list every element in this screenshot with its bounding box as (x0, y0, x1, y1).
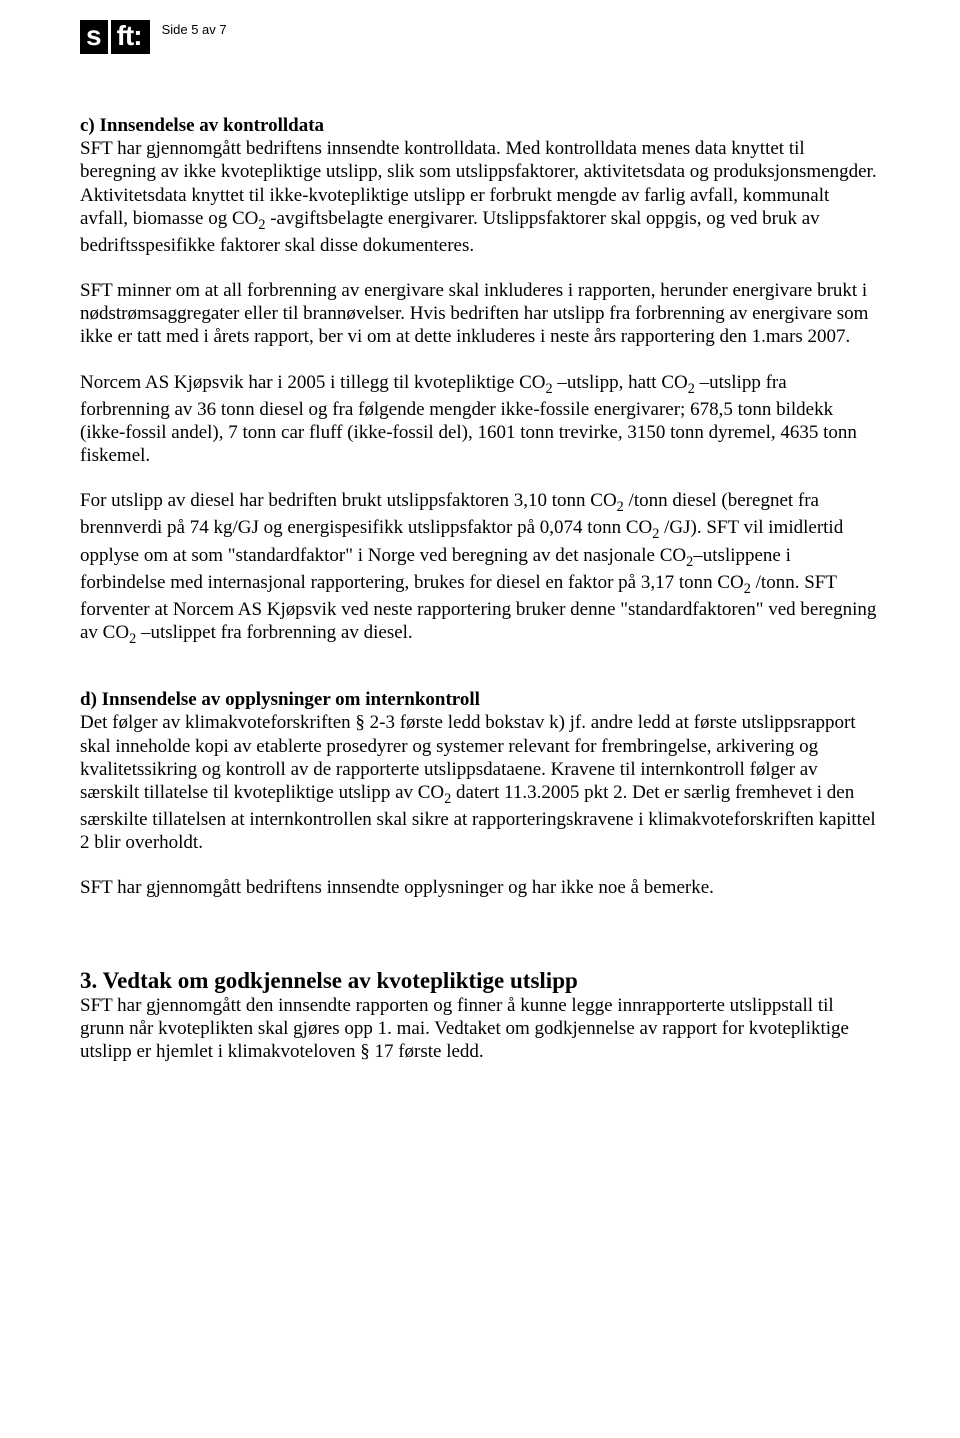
section-c-title: c) Innsendelse av kontrolldata (80, 115, 324, 136)
section-c: c) Innsendelse av kontrolldata SFT har g… (80, 114, 880, 648)
page-number: Side 5 av 7 (162, 22, 227, 37)
section-c-paragraph-1: c) Innsendelse av kontrolldata SFT har g… (80, 114, 880, 257)
logo-letter-s: s (80, 20, 108, 54)
page-header: s ft: Side 5 av 7 (80, 20, 880, 54)
section-c-paragraph-3: Norcem AS Kjøpsvik har i 2005 i tillegg … (80, 371, 880, 468)
section-d-paragraph-1: d) Innsendelse av opplysninger om intern… (80, 688, 880, 854)
logo-letters-ft: ft: (111, 20, 150, 54)
section-3-paragraph-1: SFT har gjennomgått den innsendte rappor… (80, 994, 880, 1064)
sft-logo: s ft: (80, 20, 150, 54)
section-d-title: d) Innsendelse av opplysninger om intern… (80, 689, 480, 710)
section-d: d) Innsendelse av opplysninger om intern… (80, 688, 880, 899)
section-3: 3. Vedtak om godkjennelse av kvoteplikti… (80, 968, 880, 1064)
section-c-paragraph-2: SFT minner om at all forbrenning av ener… (80, 279, 880, 349)
section-d-paragraph-2: SFT har gjennomgått bedriftens innsendte… (80, 876, 880, 899)
section-3-title: 3. Vedtak om godkjennelse av kvoteplikti… (80, 968, 880, 994)
document-page: s ft: Side 5 av 7 c) Innsendelse av kont… (0, 0, 960, 1125)
section-c-paragraph-4: For utslipp av diesel har bedriften bruk… (80, 489, 880, 648)
